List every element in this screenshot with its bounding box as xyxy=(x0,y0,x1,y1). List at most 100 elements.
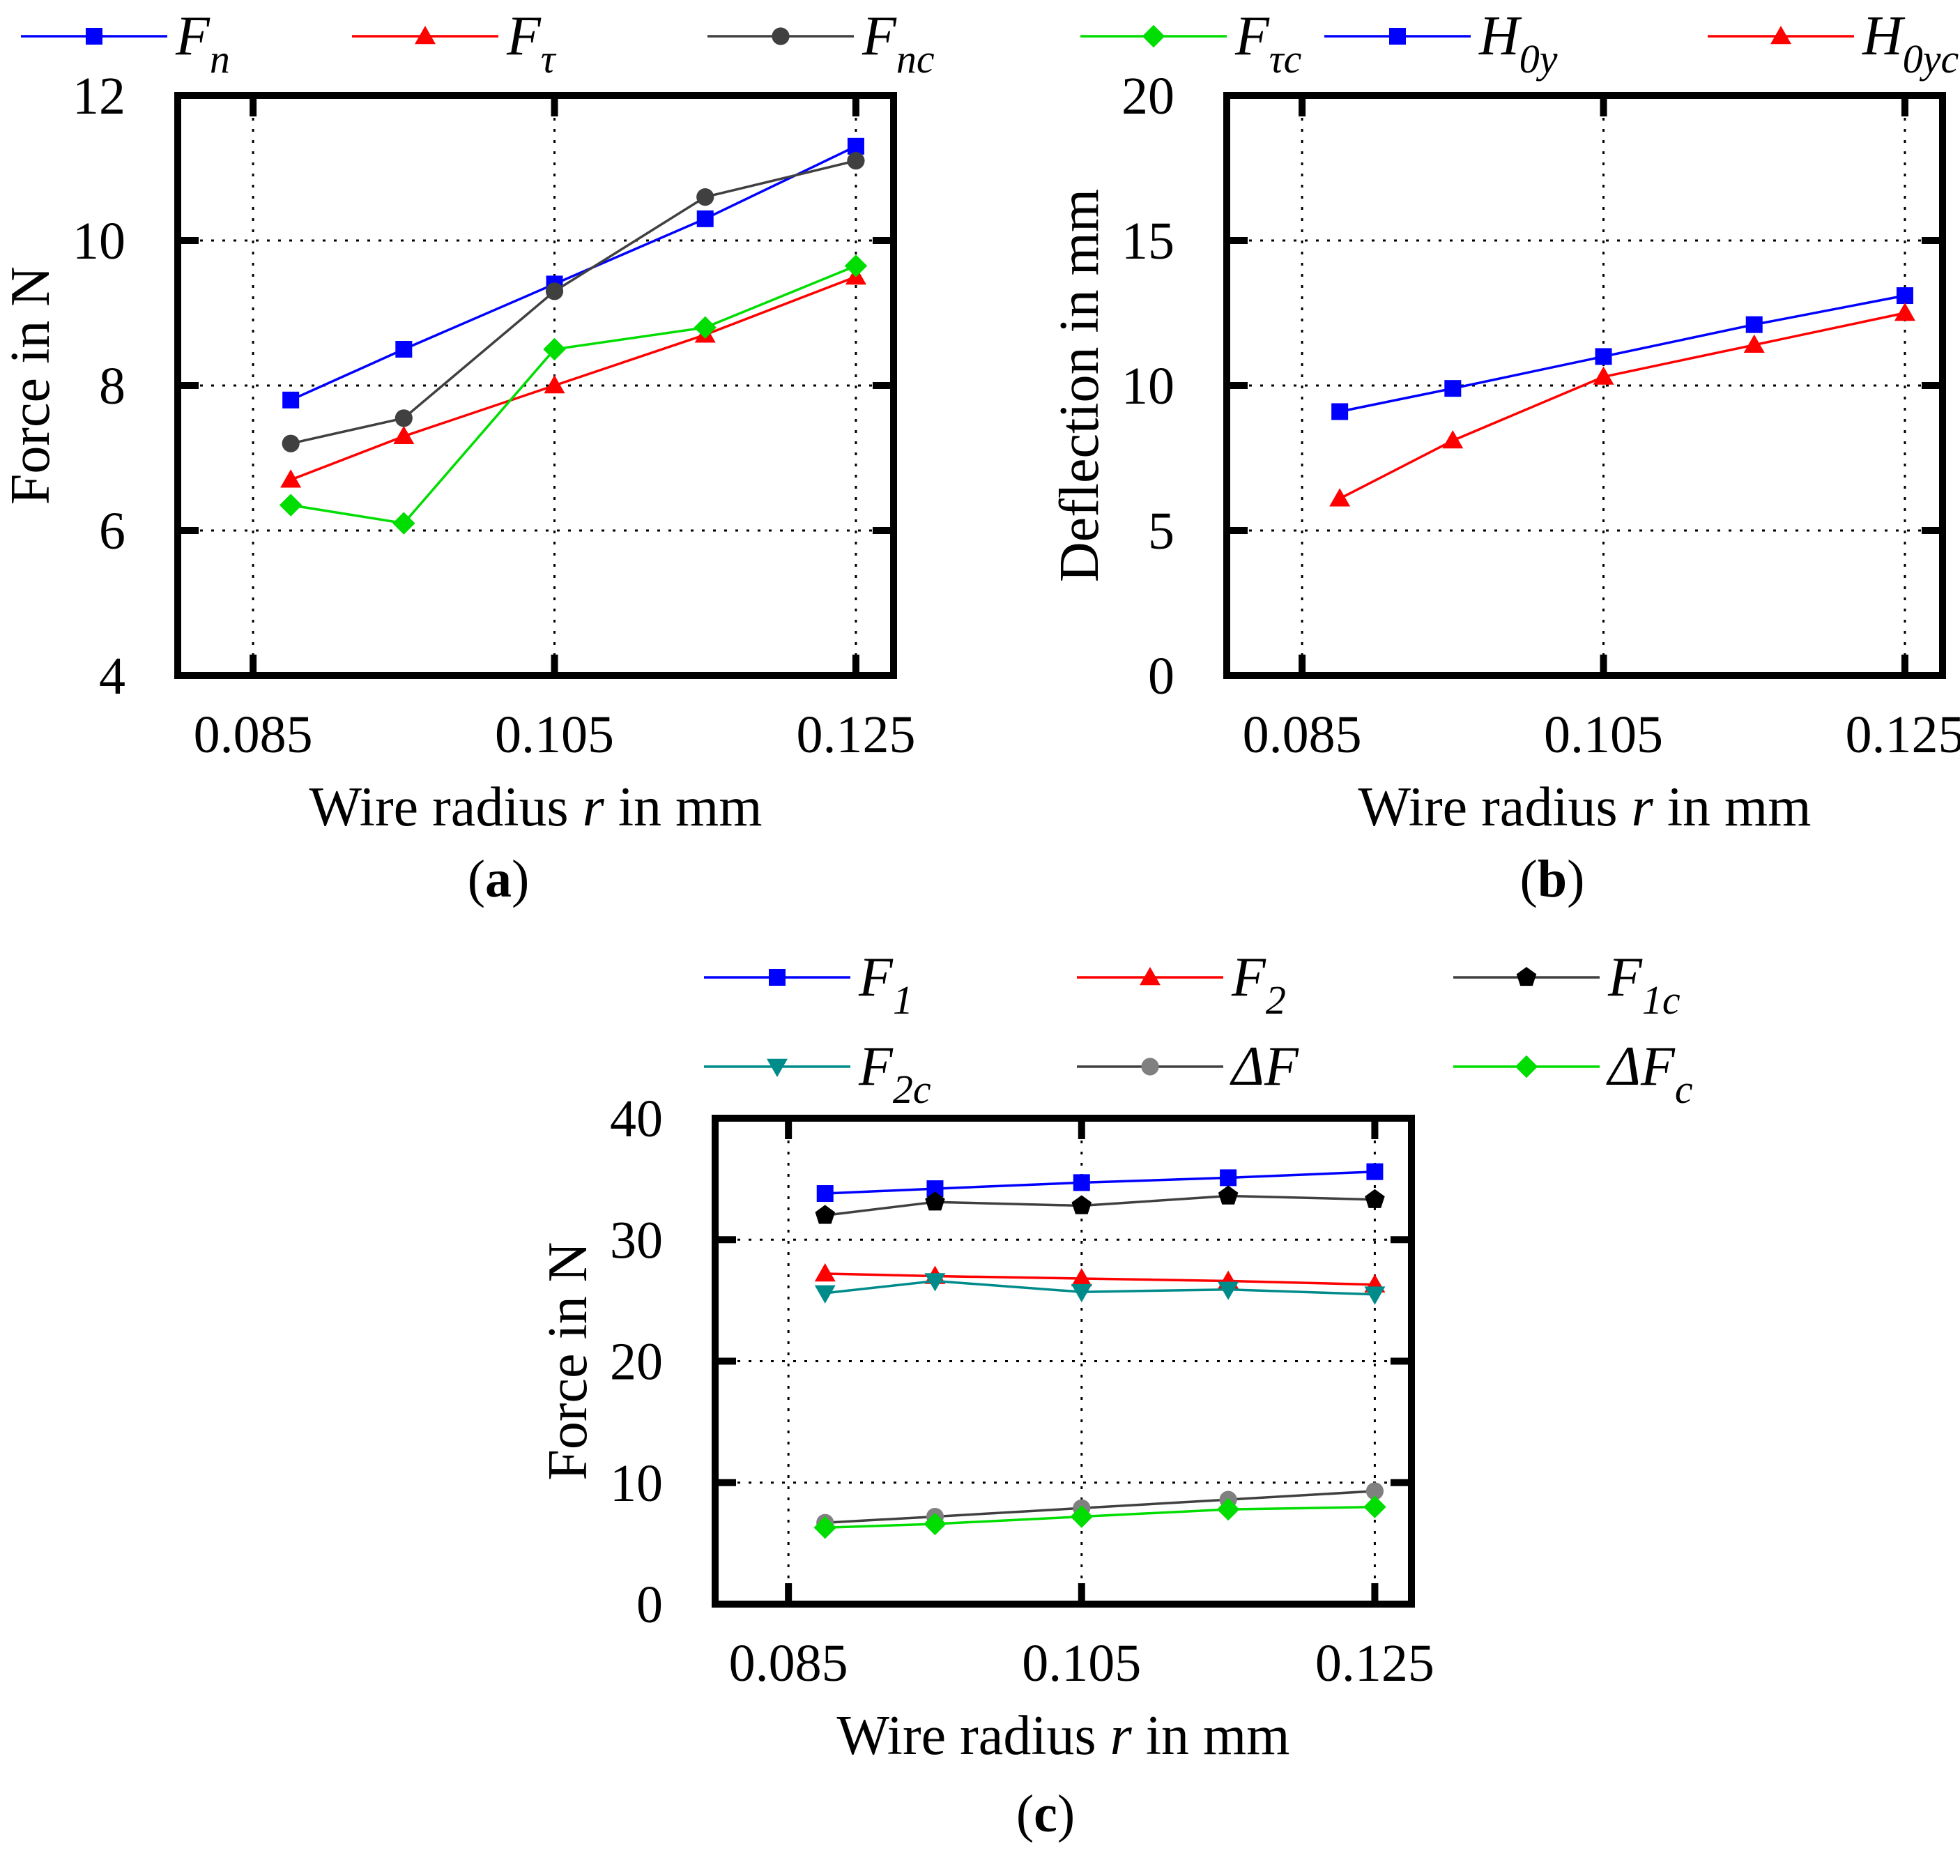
x-axis-label-c: Wire radius r in mm xyxy=(836,1705,1289,1767)
legend-entry: F1c xyxy=(1453,947,1680,1023)
chart-b: H0y H0yc 0.085 0.105 0.125 0 5 10 15 20 Wire rad… xyxy=(1049,6,1960,908)
y-tick-label: 15 xyxy=(1121,212,1174,270)
grid-c xyxy=(715,1118,1411,1604)
data-point xyxy=(393,425,415,445)
legend-entry: H0y xyxy=(1324,6,1558,82)
data-point xyxy=(1218,1185,1239,1205)
legend-marker xyxy=(1515,1055,1538,1078)
y-tick-label: 20 xyxy=(610,1333,663,1391)
chart-c: F1 F2 F1c F2c ΔF ΔFc 0.085 0.105 0.125 0 10 20 30 40… xyxy=(537,947,1693,1843)
data-point xyxy=(1216,1497,1240,1521)
legend-label: ΔF xyxy=(1230,1036,1299,1097)
series-H0y-0 xyxy=(1331,287,1913,420)
data-point xyxy=(814,1263,836,1282)
x-tick-label: 0.105 xyxy=(495,706,614,764)
data-point xyxy=(1442,430,1464,449)
legend-label: Fτc xyxy=(1234,6,1302,82)
data-point xyxy=(813,1516,836,1539)
data-point xyxy=(282,434,300,452)
data-point xyxy=(696,210,714,227)
series-a xyxy=(279,137,868,535)
x-tick-label: 0.125 xyxy=(1845,706,1960,764)
data-point xyxy=(545,282,564,300)
data-point xyxy=(694,316,717,339)
legend-label: H0yc xyxy=(1862,6,1959,82)
ticks-c: 0.085 0.105 0.125 0 10 20 30 40 xyxy=(610,1090,1434,1693)
series-Fnc-2 xyxy=(282,152,865,452)
data-point xyxy=(543,337,566,361)
data-point xyxy=(1218,1281,1239,1300)
legend-entry: Fnc xyxy=(707,6,935,82)
legend-marker xyxy=(772,27,790,45)
data-point xyxy=(1331,403,1349,420)
legend-entry: ΔF xyxy=(1077,1036,1299,1097)
x-tick-label: 0.085 xyxy=(729,1634,848,1693)
series-F1c-2 xyxy=(815,1185,1385,1224)
y-tick-label: 0 xyxy=(1148,647,1174,706)
legend-entry: Fτ xyxy=(352,6,557,82)
data-point xyxy=(1896,287,1913,305)
legend-label: H0y xyxy=(1478,6,1558,82)
legend-entry: H0yc xyxy=(1708,6,1959,82)
data-point xyxy=(1595,348,1612,365)
data-point xyxy=(925,1191,945,1211)
panel-label-a: (a) xyxy=(468,850,530,908)
x-tick-label: 0.085 xyxy=(1243,706,1362,764)
legend-label: F1c xyxy=(1607,947,1680,1023)
legend-marker xyxy=(1142,24,1165,48)
panel-label-b: (b) xyxy=(1520,850,1585,908)
data-point xyxy=(1894,303,1915,321)
data-point xyxy=(1593,366,1614,385)
data-point xyxy=(847,152,865,170)
legend-marker xyxy=(1141,1058,1159,1076)
series-Fc-3 xyxy=(279,254,868,535)
x-tick-label: 0.105 xyxy=(1022,1634,1141,1693)
x-tick-label: 0.085 xyxy=(194,706,313,764)
x-axis-label-a: Wire radius r in mm xyxy=(309,777,762,838)
legend-entry: Fn xyxy=(21,6,230,82)
y-axis-label-b: Deflection in mm xyxy=(1049,189,1110,582)
data-point xyxy=(1745,316,1763,333)
legend-label: F2 xyxy=(1231,947,1286,1023)
ticks-b: 0.085 0.105 0.125 0 5 10 15 20 xyxy=(1121,67,1960,764)
legend-label: ΔFc xyxy=(1606,1036,1693,1112)
legend-label: Fτ xyxy=(506,6,557,82)
series-H0yc-1 xyxy=(1329,303,1915,507)
y-tick-label: 30 xyxy=(610,1211,663,1269)
data-point xyxy=(924,1512,947,1536)
y-tick-label: 0 xyxy=(636,1576,663,1634)
y-tick-label: 6 xyxy=(99,502,125,560)
data-point xyxy=(1073,1174,1090,1191)
data-point xyxy=(1070,1505,1093,1528)
legend-a: Fn Fτ Fnc Fτc xyxy=(21,6,1302,82)
legend-entry: F2 xyxy=(1077,947,1286,1023)
legend-marker xyxy=(1516,967,1537,986)
data-point xyxy=(1365,1189,1385,1208)
legend-label: Fnc xyxy=(862,6,935,82)
y-tick-label: 8 xyxy=(99,357,125,415)
series-c xyxy=(813,1163,1386,1539)
y-tick-label: 4 xyxy=(99,647,125,706)
data-point xyxy=(847,137,864,155)
y-tick-label: 40 xyxy=(610,1090,663,1148)
data-point xyxy=(395,341,413,358)
data-point xyxy=(816,1185,834,1203)
legend-marker xyxy=(769,969,786,986)
data-point xyxy=(844,254,868,277)
data-point xyxy=(1364,1286,1386,1305)
y-tick-label: 12 xyxy=(72,67,125,125)
data-point xyxy=(696,188,714,206)
chart-a: Fn Fτ Fnc Fτc 0.085 0.105 0.125 4 6 8 10 12 Wire r… xyxy=(0,6,1302,908)
data-point xyxy=(392,512,415,535)
legend-c: F1 F2 F1c F2c ΔF ΔFc xyxy=(704,947,1693,1112)
y-tick-label: 5 xyxy=(1148,502,1174,560)
x-axis-label-b: Wire radius r in mm xyxy=(1358,777,1811,838)
data-point xyxy=(544,375,565,394)
legend-entry: F2c xyxy=(704,1036,931,1112)
y-axis-label-a: Force in N xyxy=(0,266,61,505)
y-tick-label: 20 xyxy=(1121,67,1174,125)
y-tick-label: 10 xyxy=(610,1454,663,1513)
legend-label: F2c xyxy=(858,1036,931,1112)
data-point xyxy=(280,469,302,488)
